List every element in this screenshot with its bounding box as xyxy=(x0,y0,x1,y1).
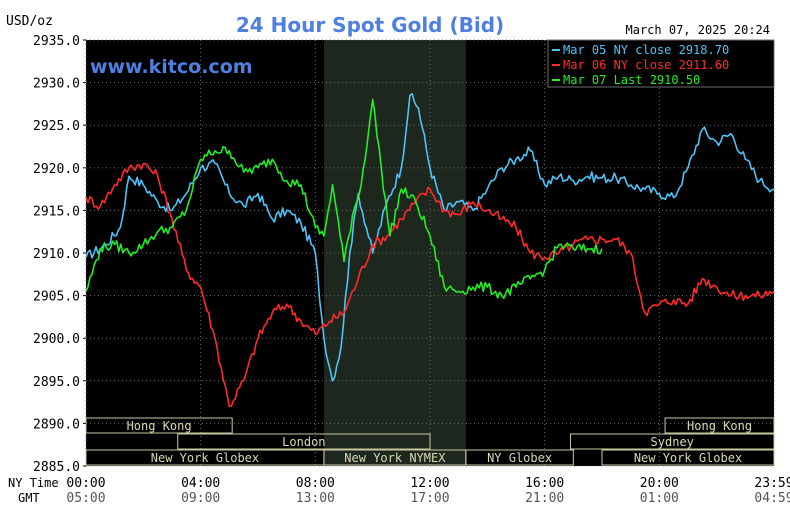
y-tick-label: 2910.0 xyxy=(33,247,80,262)
x-tick-label-ny: 04:00 xyxy=(181,476,220,491)
y-tick-label: 2935.0 xyxy=(33,34,80,49)
y-tick-label: 2920.0 xyxy=(33,162,80,177)
x-tick-label-ny: 00:00 xyxy=(66,476,105,491)
unit-label: USD/oz xyxy=(6,14,53,29)
session-box xyxy=(601,449,775,466)
session-label: New York NYMEX xyxy=(344,451,446,465)
mar06-line xyxy=(85,162,775,408)
y-tick-label: 2915.0 xyxy=(33,204,80,219)
x-tick-label-gmt: 09:00 xyxy=(181,491,220,506)
session-label: NY Globex xyxy=(487,451,552,465)
legend-box xyxy=(547,39,775,88)
session-box xyxy=(177,433,431,450)
x-tick-label-gmt: 17:00 xyxy=(410,491,449,506)
x-tick-label-gmt: 21:00 xyxy=(525,491,564,506)
y-tick-label: 2890.0 xyxy=(33,417,80,432)
session-box xyxy=(465,449,574,466)
session-label: Sydney xyxy=(651,435,694,449)
x-tick-label-gmt: 01:00 xyxy=(640,491,679,506)
session-label: Hong Kong xyxy=(687,419,752,433)
y-tick-label: 2895.0 xyxy=(33,375,80,390)
x-tick-label-ny: 12:00 xyxy=(410,476,449,491)
mar07-line xyxy=(85,98,603,300)
session-box xyxy=(569,433,775,450)
x-tick-label-ny: 23:59 xyxy=(754,476,790,491)
session-label: New York Globex xyxy=(634,451,742,465)
price-lines xyxy=(85,92,775,408)
mar05-line xyxy=(85,92,775,382)
ny-time-label: NY Time xyxy=(8,476,59,490)
legend-entry: Mar 06 NY close 2911.60 xyxy=(563,58,729,72)
x-tick-label-gmt: 04:59 xyxy=(754,491,790,506)
x-tick-label-ny: 20:00 xyxy=(640,476,679,491)
session-box xyxy=(664,417,775,434)
trading-sessions: Hong Kong Hong Kong London Sydney New York G… xyxy=(85,417,775,466)
gmt-label: GMT xyxy=(18,491,40,505)
x-tick-label-ny: 08:00 xyxy=(296,476,335,491)
x-tick-label-ny: 16:00 xyxy=(525,476,564,491)
x-tick-label-gmt: 05:00 xyxy=(66,491,105,506)
session-label: Hong Kong xyxy=(127,419,192,433)
y-tick-label: 2900.0 xyxy=(33,332,80,347)
y-axis: 2935.0 2930.0 2925.0 2920.0 2915.0 2910.0 2905… xyxy=(33,34,86,475)
x-axis: 00:00 04:00 08:00 12:00 16:00 20:00 23:59 05:00… xyxy=(66,476,790,506)
y-tick-label: 2930.0 xyxy=(33,77,80,92)
x-tick-label-gmt: 13:00 xyxy=(296,491,335,506)
session-box xyxy=(85,417,233,434)
chart-title: 24 Hour Spot Gold (Bid) xyxy=(236,13,504,37)
y-tick-label: 2925.0 xyxy=(33,119,80,134)
timestamp: March 07, 2025 20:24 xyxy=(626,23,771,37)
y-tick-label: 2905.0 xyxy=(33,290,80,305)
legend-entry: Mar 07 Last 2910.50 xyxy=(563,73,700,87)
session-label: London xyxy=(282,435,325,449)
watermark: www.kitco.com xyxy=(90,56,253,78)
legend-entry: Mar 05 NY close 2918.70 xyxy=(563,43,729,57)
session-label: New York Globex xyxy=(151,451,259,465)
y-tick-label: 2885.0 xyxy=(33,460,80,475)
